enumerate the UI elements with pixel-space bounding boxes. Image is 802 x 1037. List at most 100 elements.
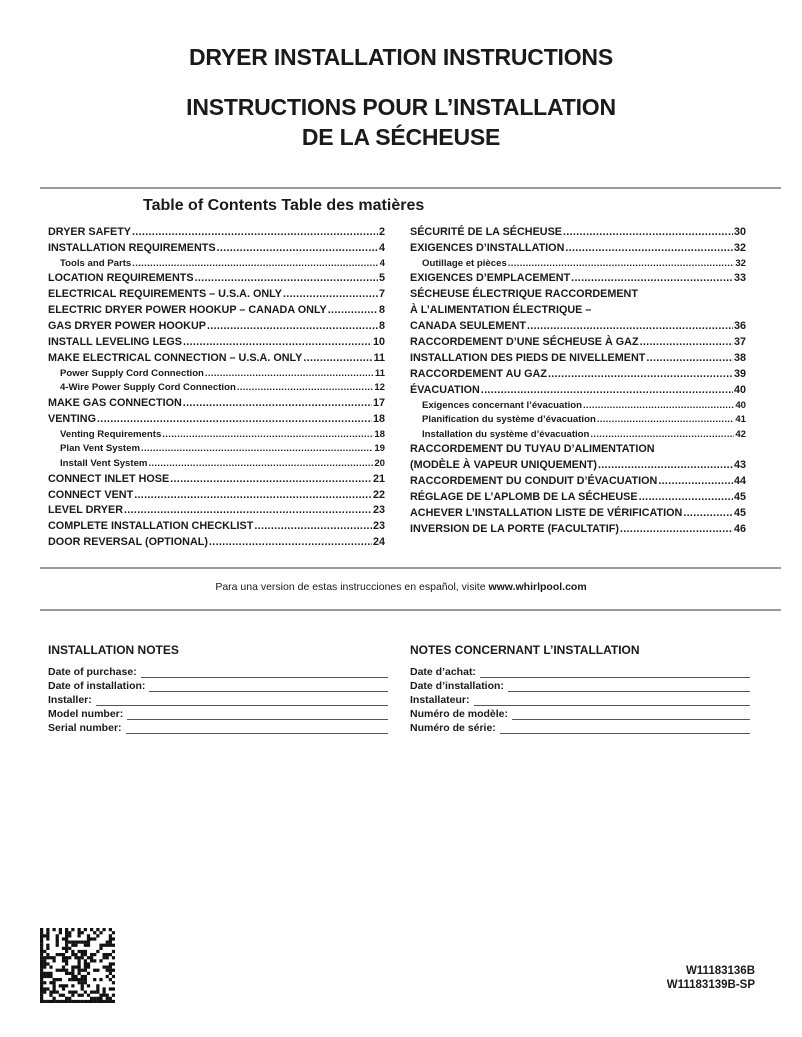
- barcode-module: [80, 981, 84, 985]
- field-label: Model number:: [48, 708, 124, 720]
- barcode-module: [43, 987, 47, 991]
- toc-page: 20: [374, 458, 385, 470]
- toc-entry: ELECTRICAL REQUIREMENTS – U.S.A. ONLY 7: [48, 287, 385, 303]
- toc-label: Outillage et pièces: [422, 257, 507, 269]
- barcode-module: [65, 968, 69, 972]
- toc-page: 11: [374, 367, 385, 379]
- barcode-module: [90, 999, 94, 1003]
- barcode-module: [86, 962, 91, 966]
- field-label: Date of installation:: [48, 680, 146, 692]
- toc-label: RACCORDEMENT AU GAZ: [410, 367, 547, 380]
- barcode-module: [83, 943, 87, 947]
- toc-entry: 4-Wire Power Supply Cord Connection 12: [48, 381, 385, 396]
- barcode-module: [80, 974, 84, 979]
- barcode-module: [68, 971, 72, 975]
- field-blank-line[interactable]: [149, 681, 388, 692]
- website-link[interactable]: www.whirlpool.com: [488, 581, 587, 593]
- field-blank-line[interactable]: [512, 709, 750, 720]
- barcode-module: [102, 965, 106, 969]
- toc-entry: LEVEL DRYER 23: [48, 503, 385, 519]
- field-blank-line[interactable]: [125, 723, 388, 734]
- barcode-module: [40, 946, 44, 950]
- field-label: Numéro de modèle:: [410, 708, 509, 720]
- field-blank-line[interactable]: [127, 709, 388, 720]
- toc-label: DRYER SAFETY: [48, 226, 131, 238]
- barcode-module: [96, 949, 100, 954]
- barcode-module: [86, 940, 91, 944]
- toc-entry: LOCATION REQUIREMENTS 5: [48, 271, 385, 287]
- barcode-module: [99, 999, 103, 1003]
- barcode-module: [111, 931, 115, 935]
- barcode-module: [105, 974, 109, 979]
- leader-dots: [565, 241, 733, 257]
- barcode-module: [40, 968, 44, 972]
- barcode-module: [74, 940, 78, 944]
- toc-label: INVERSION DE LA PORTE (FACULTATIF): [410, 522, 619, 535]
- field-blank-line[interactable]: [507, 681, 750, 692]
- barcode-module: [111, 962, 115, 966]
- toc-label: INSTALLATION DES PIEDS DE NIVELLEMENT: [410, 351, 646, 364]
- toc-entry: GAS DRYER POWER HOOKUP 8: [48, 319, 385, 335]
- barcode-module: [96, 984, 100, 988]
- toc-entry: CONNECT VENT 22: [48, 488, 385, 504]
- barcode-module: [102, 990, 106, 994]
- barcode-module: [80, 978, 84, 982]
- toc-entry: (MODÈLE À VAPEUR UNIQUEMENT) 43: [410, 458, 746, 474]
- toc-page: 11: [373, 351, 385, 364]
- barcode-module: [77, 971, 81, 975]
- barcode-module: [111, 937, 115, 941]
- toc-page: 8: [378, 320, 385, 333]
- barcode-module: [96, 996, 100, 1000]
- barcode-module: [83, 990, 87, 994]
- toc-page: 8: [378, 304, 385, 317]
- toc-english: DRYER SAFETY2INSTALLATION REQUIREMENTS4T…: [48, 225, 385, 551]
- divider: [40, 609, 781, 611]
- toc-french: SÉCURITÉ DE LA SÉCHEUSE 30 EXIGENCES D’INS…: [410, 225, 746, 538]
- barcode-module: [83, 953, 87, 957]
- toc-page: 40: [733, 383, 746, 396]
- barcode-module: [49, 956, 53, 960]
- leader-dots: [303, 351, 372, 367]
- field-blank-line[interactable]: [499, 723, 750, 734]
- barcode-module: [46, 928, 50, 932]
- barcode-module: [86, 943, 91, 947]
- barcode-module: [65, 996, 69, 1000]
- toc-entry: ACHEVER L’INSTALLATION LISTE DE VÉRIFICA…: [410, 506, 746, 522]
- barcode-module: [40, 956, 44, 960]
- leader-dots: [658, 474, 733, 490]
- toc-page: 23: [372, 504, 385, 517]
- field-label: Serial number:: [48, 722, 122, 734]
- toc-page: 36: [733, 320, 746, 333]
- barcode-module: [58, 968, 62, 972]
- barcode-module: [71, 928, 75, 932]
- barcode-module: [61, 946, 66, 950]
- field-blank-line[interactable]: [479, 667, 750, 678]
- toc-entry: RACCORDEMENT D’UNE SÉCHEUSE À GAZ 37: [410, 335, 746, 351]
- toc-label: Install Vent System: [60, 458, 148, 470]
- field-blank-line[interactable]: [140, 667, 388, 678]
- barcode-module: [61, 956, 66, 960]
- note-field: Date d’installation:: [410, 678, 750, 692]
- barcode-module: [74, 990, 78, 994]
- barcode-module: [46, 934, 50, 938]
- part-numbers: W11183136B W11183139B-SP: [667, 964, 755, 992]
- barcode-module: [43, 949, 47, 954]
- leader-dots: [209, 535, 372, 551]
- field-blank-line[interactable]: [473, 695, 750, 706]
- barcode-module: [65, 956, 69, 960]
- leader-dots: [646, 351, 733, 367]
- toc-label: LOCATION REQUIREMENTS: [48, 272, 194, 285]
- toc-entry: RACCORDEMENT DU TUYAU D’ALIMENTATION: [410, 442, 746, 458]
- barcode-module: [71, 984, 75, 988]
- toc-page: 43: [733, 459, 746, 472]
- barcode-module: [65, 962, 69, 966]
- barcode-module: [102, 999, 106, 1003]
- barcode-module: [40, 978, 44, 982]
- field-blank-line[interactable]: [95, 695, 388, 706]
- barcode-module: [58, 993, 62, 997]
- barcode-module: [83, 959, 87, 963]
- toc-page: 10: [372, 336, 385, 349]
- toc-page: 23: [372, 520, 385, 533]
- toc-page: 38: [733, 351, 746, 364]
- barcode-module: [65, 971, 69, 975]
